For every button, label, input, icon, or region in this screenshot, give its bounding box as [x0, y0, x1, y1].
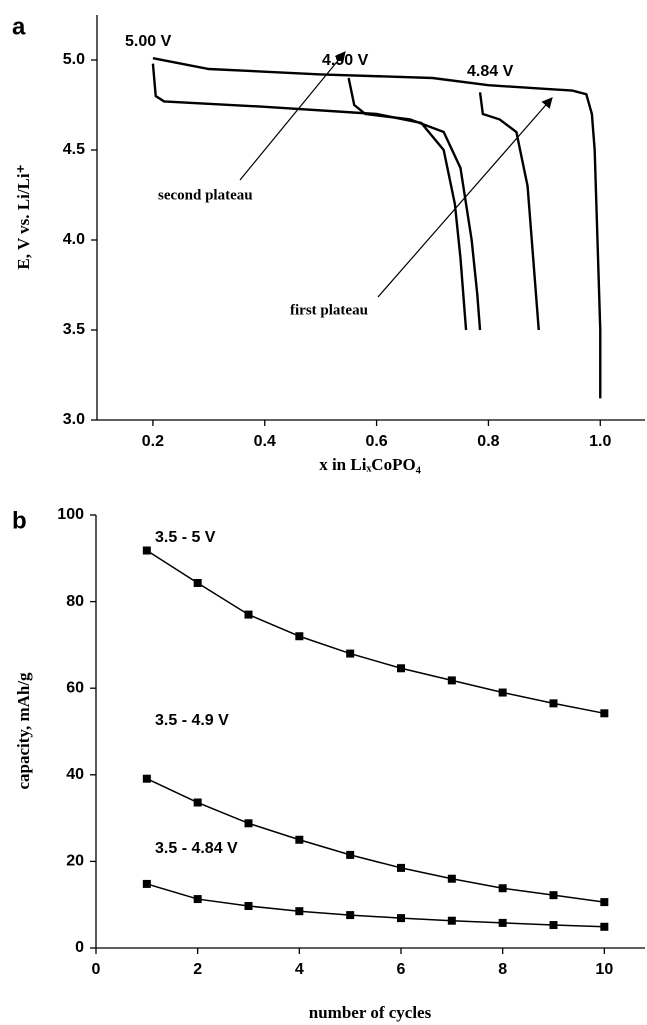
annotation: 5.00 V [125, 33, 172, 50]
x-tick-label: 8 [498, 961, 507, 978]
annotation: 4.90 V [322, 52, 369, 69]
y-tick-label: 3.0 [63, 411, 85, 428]
annotation: 4.84 V [467, 63, 514, 80]
panel-label: b [12, 507, 27, 534]
x-tick-label: 4 [295, 961, 304, 978]
y-tick-label: 3.5 [63, 321, 85, 338]
marker [244, 819, 253, 828]
x-tick-label: 10 [595, 961, 613, 978]
marker [600, 922, 609, 931]
series-label: 3.5 - 5 V [155, 529, 216, 546]
marker [142, 774, 151, 783]
x-tick-label: 6 [397, 961, 406, 978]
marker [447, 676, 456, 685]
marker [600, 898, 609, 907]
x-tick-label: 0.6 [365, 433, 387, 450]
marker [498, 918, 507, 927]
series-line [152, 57, 602, 399]
marker [244, 610, 253, 619]
series-line [478, 92, 540, 331]
marker [193, 895, 202, 904]
x-tick-label: 0.8 [477, 433, 499, 450]
y-tick-label: 40 [66, 766, 84, 783]
x-axis-label: number of cycles [309, 1003, 432, 1022]
marker [346, 649, 355, 658]
marker [549, 921, 558, 930]
marker [397, 863, 405, 872]
panel-label: a [12, 13, 26, 40]
marker [397, 664, 405, 673]
marker [346, 911, 355, 920]
marker [193, 578, 202, 587]
y-tick-label: 60 [66, 679, 84, 696]
x-tick-label: 0.4 [254, 433, 276, 450]
x-tick-label: 0.2 [142, 433, 164, 450]
x-tick-label: 2 [193, 961, 202, 978]
y-tick-label: 4.0 [63, 231, 85, 248]
y-tick-label: 0 [75, 939, 84, 956]
y-tick-label: 5.0 [63, 51, 85, 68]
marker [295, 835, 304, 844]
y-tick-label: 100 [57, 506, 84, 523]
marker [295, 632, 304, 641]
marker [549, 699, 558, 708]
y-tick-label: 20 [66, 853, 84, 870]
series-line [146, 883, 605, 928]
annotation: second plateau [158, 187, 253, 203]
series-label: 3.5 - 4.84 V [155, 840, 238, 857]
marker [447, 874, 456, 883]
x-tick-label: 1.0 [589, 433, 611, 450]
marker [498, 688, 507, 697]
marker [447, 916, 456, 925]
marker [295, 907, 304, 916]
y-tick-label: 80 [66, 593, 84, 610]
annotation: first plateau [290, 302, 368, 318]
marker [346, 850, 355, 859]
series-line [347, 77, 482, 331]
marker [397, 914, 405, 923]
series-line [146, 778, 605, 903]
series-label: 3.5 - 4.9 V [155, 712, 229, 729]
x-tick-label: 0 [92, 961, 101, 978]
marker [244, 901, 253, 910]
marker [549, 891, 558, 900]
marker [142, 879, 151, 888]
y-axis-label: E, V vs. Li/Li⁺ [14, 164, 33, 269]
marker [498, 884, 507, 893]
marker [193, 798, 202, 807]
y-axis-label: capacity, mAh/g [14, 672, 33, 790]
x-axis-label: x in LiₓCoPO₄ [319, 455, 421, 474]
y-tick-label: 4.5 [63, 141, 85, 158]
series-line [146, 549, 605, 715]
marker [142, 546, 151, 555]
marker [600, 709, 609, 718]
arrow [239, 51, 346, 181]
